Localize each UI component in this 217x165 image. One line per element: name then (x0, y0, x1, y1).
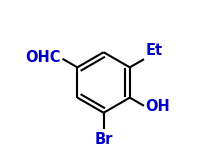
Text: Br: Br (94, 132, 113, 147)
Text: Et: Et (146, 43, 163, 58)
Text: OH: OH (146, 99, 170, 114)
Text: OHC: OHC (25, 50, 61, 66)
